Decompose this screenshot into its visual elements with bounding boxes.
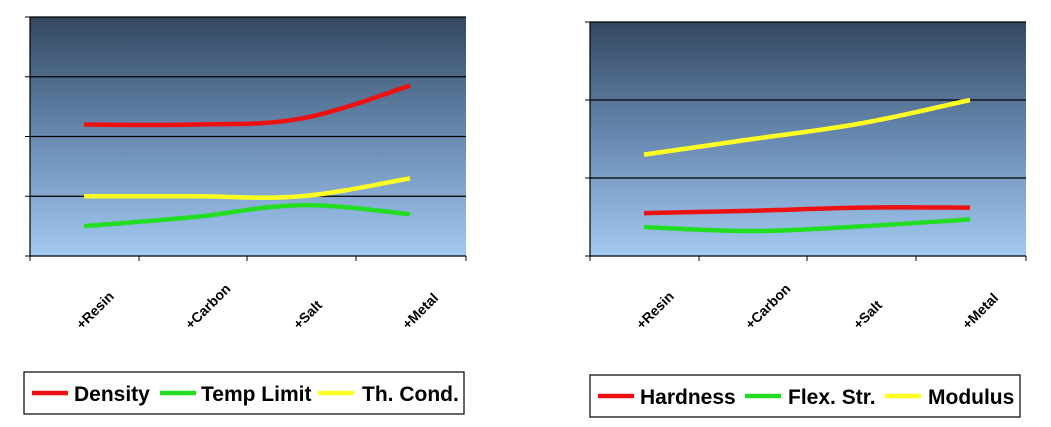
- chart-right: +Resin +Carbon +Salt +Metal Hardness Flex. St…: [585, 21, 1027, 418]
- x-tick-label: +Resin: [73, 288, 117, 332]
- legend-box: [589, 374, 1021, 418]
- x-tick-label: +Metal: [399, 290, 441, 332]
- x-tick-label: +Salt: [850, 297, 885, 332]
- x-tick-label: +Carbon: [742, 280, 794, 332]
- legend-label: Density: [74, 383, 150, 406]
- legend-label: Temp Limit: [201, 383, 311, 406]
- series-line-hardness: [643, 205, 971, 216]
- legend-label: Flex. Str.: [788, 386, 876, 409]
- series-line-temp-limit: [83, 202, 411, 229]
- legend-label: Th. Cond.: [362, 383, 459, 406]
- series-line-flex-str: [643, 217, 971, 234]
- series-line-th-cond: [83, 176, 411, 200]
- legend-box: [23, 371, 465, 415]
- series-line-modulus: [643, 97, 971, 157]
- series-line-density: [83, 83, 411, 128]
- x-tick-label: +Salt: [290, 297, 325, 332]
- x-tick-label: +Resin: [633, 288, 677, 332]
- x-tick-label: +Metal: [959, 290, 1001, 332]
- chart-left: +Resin +Carbon +Salt +Metal Density Temp Limi…: [23, 16, 467, 415]
- legend-label: Hardness: [640, 386, 736, 409]
- legend-label: Modulus: [928, 386, 1014, 409]
- plot-area: [590, 22, 1026, 256]
- x-tick-label: +Carbon: [182, 280, 234, 332]
